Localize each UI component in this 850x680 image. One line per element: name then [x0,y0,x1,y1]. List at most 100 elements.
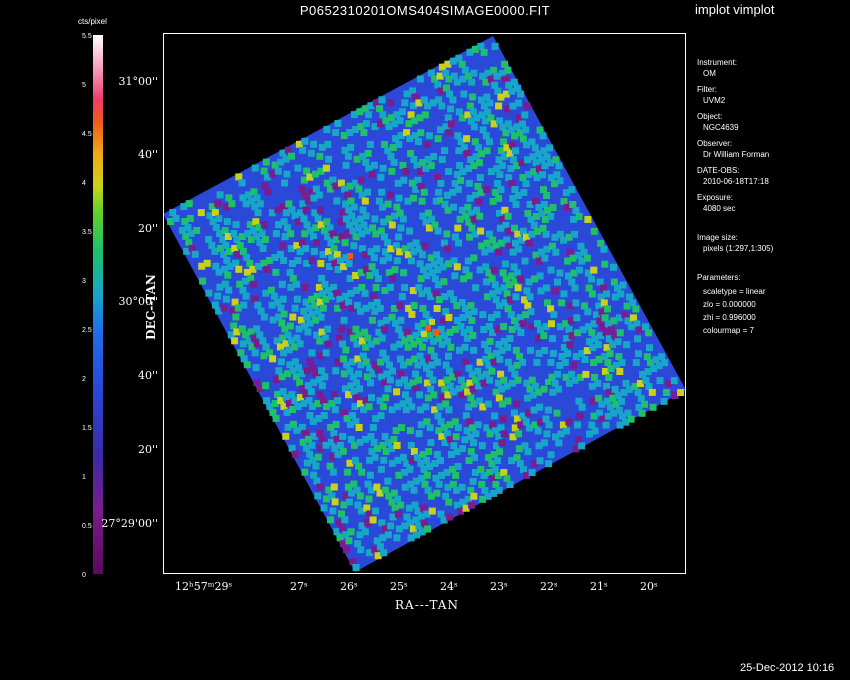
sky-pixel [310,432,318,440]
sky-pixel [634,335,642,343]
sky-pixel [441,439,449,447]
sky-pixel [442,308,450,315]
sky-pixel [191,250,199,258]
sky-pixel [600,299,608,307]
sky-pixel [604,412,612,420]
sky-pixel [358,522,366,530]
sky-pixel [562,320,570,328]
sky-pixel [551,180,558,188]
exposure-label: Exposure: [697,193,734,202]
sky-pixel [495,302,503,310]
sky-pixel [269,170,277,178]
sky-pixel [551,379,559,387]
sky-pixel [322,349,330,357]
sky-pixel [436,403,444,411]
sky-pixel [590,266,598,274]
sky-pixel [269,355,277,363]
sky-pixel [345,391,352,399]
sky-pixel [410,302,418,309]
sky-pixel [497,147,505,155]
sky-pixel [315,376,323,384]
sky-pixel [420,465,428,473]
sky-pixel [301,468,309,476]
sky-pixel [512,346,520,354]
sky-pixel [280,218,288,226]
sky-pixel [436,72,444,80]
sky-pixel [491,281,499,289]
sky-pixel [513,162,520,170]
sky-pixel [413,161,421,169]
sky-pixel [401,391,409,399]
sky-pixel [248,197,256,205]
sky-pixel [349,373,357,381]
sky-pixel [308,349,316,357]
sky-pixel [430,352,438,360]
sky-pixel [445,314,453,321]
sky-pixel [524,156,531,164]
sky-pixel [431,406,439,414]
sky-pixel [260,259,268,267]
sky-pixel [341,185,349,193]
sky-pixel [531,275,539,283]
sky-pixel [460,275,468,283]
sky-pixel [376,120,384,128]
colorbar-tick: 0.5 [82,523,92,530]
sky-pixel [405,358,413,366]
sky-pixel [554,278,561,286]
sky-pixel [384,477,392,485]
sky-pixel [532,198,540,205]
sky-pixel [298,239,306,247]
sky-pixel [416,260,424,268]
sky-pixel [401,522,409,530]
sky-pixel [420,188,428,196]
sky-pixel [407,150,415,157]
sky-pixel [382,394,390,402]
sky-pixel [521,442,529,450]
sky-pixel [251,295,259,303]
sky-pixel [252,218,260,226]
sky-pixel [491,42,499,50]
sky-pixel [347,528,355,536]
sky-pixel [253,325,261,333]
sky-pixel [458,391,466,399]
sky-pixel [411,355,418,363]
size-label: Image size: [697,233,738,242]
sky-pixel [370,292,378,300]
sky-pixel [416,114,424,122]
sky-pixel [413,531,421,539]
sky-pixel [246,259,254,267]
date-label: DATE-OBS: [697,166,740,175]
sky-pixel [357,176,365,184]
sky-pixel [363,373,371,381]
sky-pixel [402,406,410,414]
sky-pixel [498,439,506,447]
sky-pixel [442,400,450,408]
sky-pixel [583,254,591,262]
sky-pixel [301,230,309,238]
sky-pixel [418,528,426,536]
sky-pixel [486,430,494,438]
sky-pixel [562,189,570,197]
sky-pixel [335,334,343,342]
sky-pixel [353,155,361,163]
sky-pixel [377,173,385,181]
sky-pixel [563,204,571,211]
sky-pixel [383,370,391,378]
sky-pixel [314,215,322,223]
sky-pixel [279,295,287,303]
sky-pixel [343,361,351,369]
sky-pixel [523,472,531,480]
sky-pixel [371,215,379,223]
sky-pixel [423,418,431,426]
sky-pixel [508,272,516,280]
sky-pixel [398,424,406,432]
sky-pixel [454,132,462,140]
sky-pixel [344,191,352,199]
sky-pixel [595,394,603,402]
sky-pixel [315,191,323,199]
sky-pixel [197,209,205,217]
sky-pixel [205,235,213,243]
sky-pixel [279,149,287,157]
sky-pixel [440,239,448,247]
sky-pixel [293,426,301,434]
